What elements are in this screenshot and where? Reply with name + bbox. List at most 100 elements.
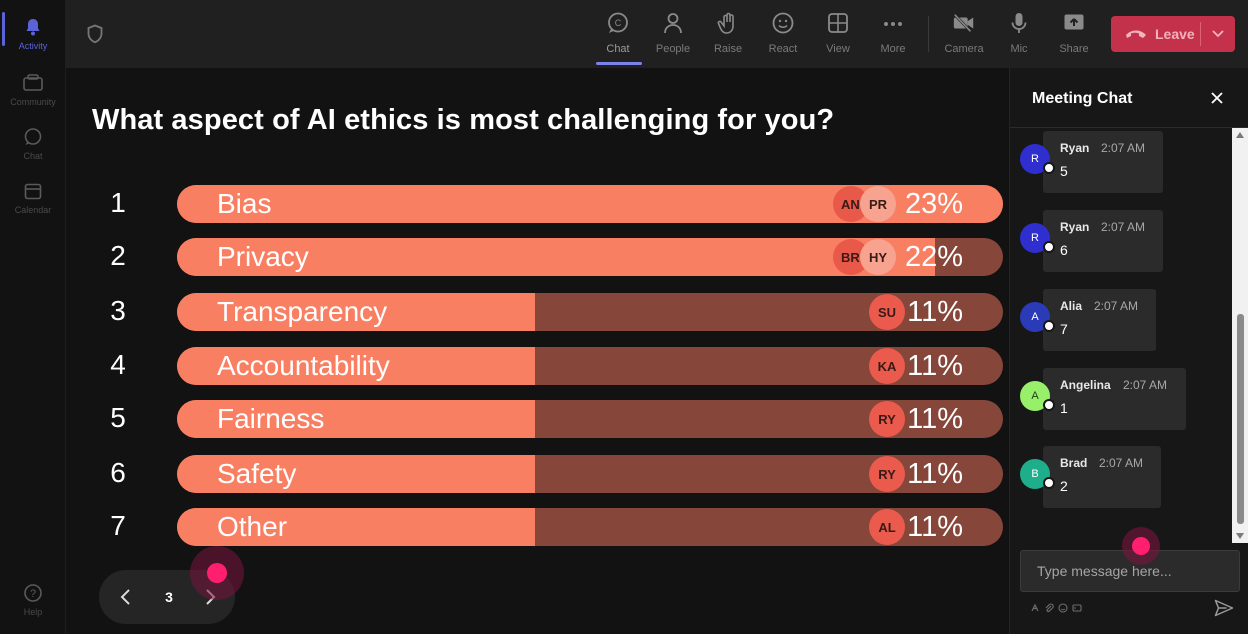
emoji-icon[interactable] (1058, 603, 1068, 613)
poll-option-number: 4 (110, 349, 126, 380)
chat-message-text: 6 (1060, 242, 1068, 258)
chat-sender-name: Ryan (1060, 141, 1090, 155)
chevron-down-icon[interactable] (1211, 26, 1225, 40)
poll-option-percent: 22% (904, 241, 963, 273)
shield-icon[interactable] (86, 24, 104, 49)
svg-text:C: C (615, 18, 622, 28)
smiley-icon (771, 10, 795, 36)
poll-question: What aspect of AI ethics is most challen… (92, 104, 835, 136)
voter-avatar: RY (869, 401, 905, 437)
poll-option-bar (177, 400, 1003, 438)
poll-option-label: Transparency (217, 296, 388, 327)
rail-item-chat[interactable]: Chat (0, 118, 66, 170)
format-icon[interactable] (1030, 603, 1040, 613)
voter-avatar: AL (869, 509, 905, 545)
rail-item-label: Help (23, 607, 43, 617)
toolbar-item-label: Chat (606, 43, 630, 55)
poll-option-number: 3 (110, 295, 126, 326)
poll-option-percent: 11% (907, 458, 963, 490)
poll-option-number: 1 (110, 187, 126, 218)
leave-button[interactable]: Leave (1111, 16, 1235, 52)
scroll-up-arrow-icon[interactable] (1236, 132, 1244, 138)
voter-avatar: PR (860, 186, 896, 222)
chat-timestamp: 2:07 AM (1099, 456, 1144, 470)
toolbar-share-button[interactable]: Share (1049, 10, 1099, 62)
toolbar-camera-button[interactable]: Camera (939, 10, 989, 62)
rail-item-community[interactable]: Community (0, 64, 66, 116)
toolbar-react-button[interactable]: React (758, 10, 808, 62)
toolbar-item-label: More (880, 43, 906, 55)
poll-option-fill (177, 508, 535, 546)
scrollbar-thumb[interactable] (1237, 314, 1244, 524)
chat-message: R Ryan 2:07 AM 5 (1010, 131, 1235, 197)
chat-scrollbar[interactable] (1232, 128, 1248, 543)
toolbar-more-button[interactable]: More (868, 10, 918, 62)
chat-message-text: 2 (1060, 478, 1068, 494)
chat-timestamp: 2:07 AM (1101, 220, 1146, 234)
active-tab-indicator (596, 62, 642, 65)
phone-hangup-icon (1125, 28, 1147, 40)
toolbar-view-button[interactable]: View (813, 10, 863, 62)
rail-item-label: Calendar (14, 205, 52, 215)
close-icon[interactable] (1210, 91, 1224, 105)
poll-option-row: 3 Transparency SU 11% (66, 293, 1009, 331)
rail-item-activity[interactable]: Activity (0, 8, 66, 60)
chevron-left-icon[interactable] (115, 585, 137, 609)
toolbar-chat-button[interactable]: C Chat (593, 10, 643, 62)
attach-icon[interactable] (1044, 603, 1054, 613)
presence-status-icon (1043, 162, 1055, 174)
chat-timestamp: 2:07 AM (1101, 141, 1146, 155)
app-rail: Activity Community Chat Calendar ? Help (0, 0, 66, 634)
chat-sender-name: Angelina (1060, 378, 1111, 392)
bell-icon (22, 16, 44, 38)
chat-message: B Brad 2:07 AM 2 (1010, 446, 1235, 512)
toolbar-mic-button[interactable]: Mic (994, 10, 1044, 62)
poll-option-row: 1 Bias AN PR 23% (66, 185, 1009, 223)
chat-timestamp: 2:07 AM (1094, 299, 1139, 313)
toolbar-divider (928, 16, 929, 52)
toolbar-item-label: View (826, 43, 850, 55)
presence-status-icon (1043, 477, 1055, 489)
poll-option-percent: 11% (907, 403, 963, 435)
chat-message-bubble (1043, 289, 1156, 351)
people-icon (661, 10, 685, 36)
rail-item-label: Chat (23, 151, 43, 161)
presence-status-icon (1043, 241, 1055, 253)
chat-message: A Angelina 2:07 AM 1 (1010, 368, 1235, 434)
grid-icon (826, 10, 850, 36)
poll-option-fill (177, 238, 935, 276)
poll-option-label: Fairness (217, 403, 325, 434)
scroll-down-arrow-icon[interactable] (1236, 533, 1244, 539)
leave-divider (1200, 22, 1201, 46)
poll-option-bar (177, 455, 1003, 493)
poll-option-fill (177, 400, 535, 438)
toolbar-raise-button[interactable]: Raise (703, 10, 753, 62)
chat-sender-name: Brad (1060, 456, 1088, 470)
chat-message-bubble (1043, 446, 1161, 508)
poll-stage: What aspect of AI ethics is most challen… (66, 68, 1009, 634)
presence-status-icon (1043, 320, 1055, 332)
chat-sender-name: Alia (1060, 299, 1083, 313)
poll-option-label: Accountability (217, 350, 390, 381)
poll-option-row: 5 Fairness RY 11% (66, 400, 1009, 438)
gif-icon[interactable] (1072, 603, 1082, 613)
rail-item-label: Activity (18, 41, 48, 51)
camera-off-icon (952, 10, 976, 36)
voter-avatar: RY (869, 456, 905, 492)
rail-item-label: Community (10, 97, 56, 107)
more-icon (881, 10, 905, 36)
rail-item-calendar[interactable]: Calendar (0, 172, 66, 224)
toolbar-item-label: Raise (713, 43, 743, 55)
poll-option-number: 7 (110, 510, 126, 541)
chat-message: A Alia 2:07 AM 7 (1010, 289, 1235, 355)
poll-option-number: 2 (110, 240, 126, 271)
poll-option-bar (177, 347, 1003, 385)
rail-active-indicator (2, 12, 5, 46)
leave-label: Leave (1155, 26, 1195, 42)
toolbar-item-label: Camera (944, 43, 984, 55)
chat-message-bubble (1043, 210, 1163, 272)
rail-item-help[interactable]: ? Help (0, 574, 66, 626)
chat-icon (22, 126, 44, 148)
toolbar-people-button[interactable]: People (648, 10, 698, 62)
send-icon[interactable] (1214, 599, 1234, 617)
